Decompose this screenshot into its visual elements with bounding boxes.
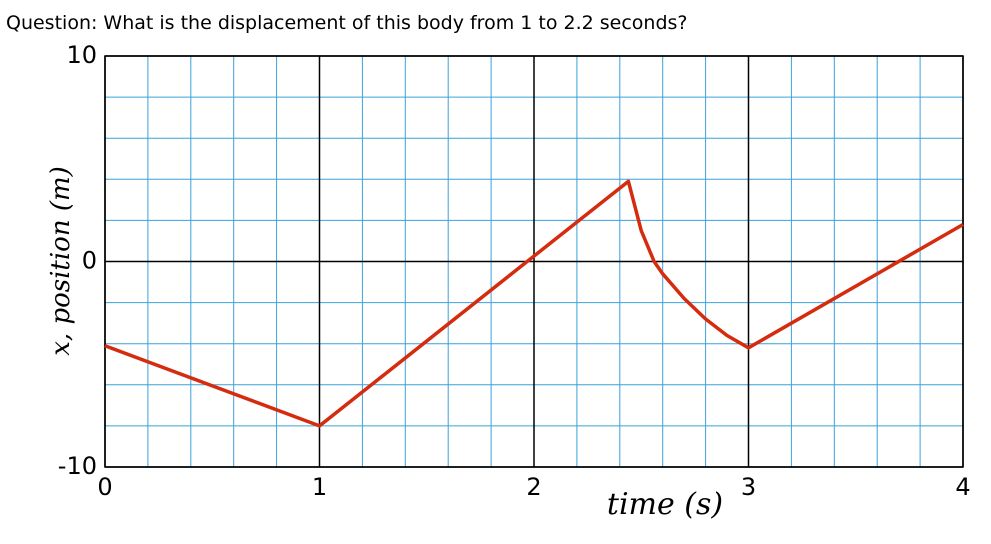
x-tick-label: 1 (312, 473, 327, 501)
y-tick-label: -10 (58, 452, 97, 480)
data-line (104, 179, 964, 428)
x-tick-label: 3 (741, 473, 756, 501)
x-tick-label: 0 (97, 473, 112, 501)
plot-frame (104, 55, 964, 468)
x-tick-label: 2 (526, 473, 541, 501)
y-axis-label: x, position (m) (46, 166, 76, 356)
y-tick-label: 10 (66, 41, 97, 69)
x-axis-label: time (s) (607, 487, 723, 522)
question: Question: What is the displacement of th… (6, 12, 688, 34)
x-tick-label: 4 (955, 473, 970, 501)
y-tick-label: 0 (82, 247, 97, 275)
